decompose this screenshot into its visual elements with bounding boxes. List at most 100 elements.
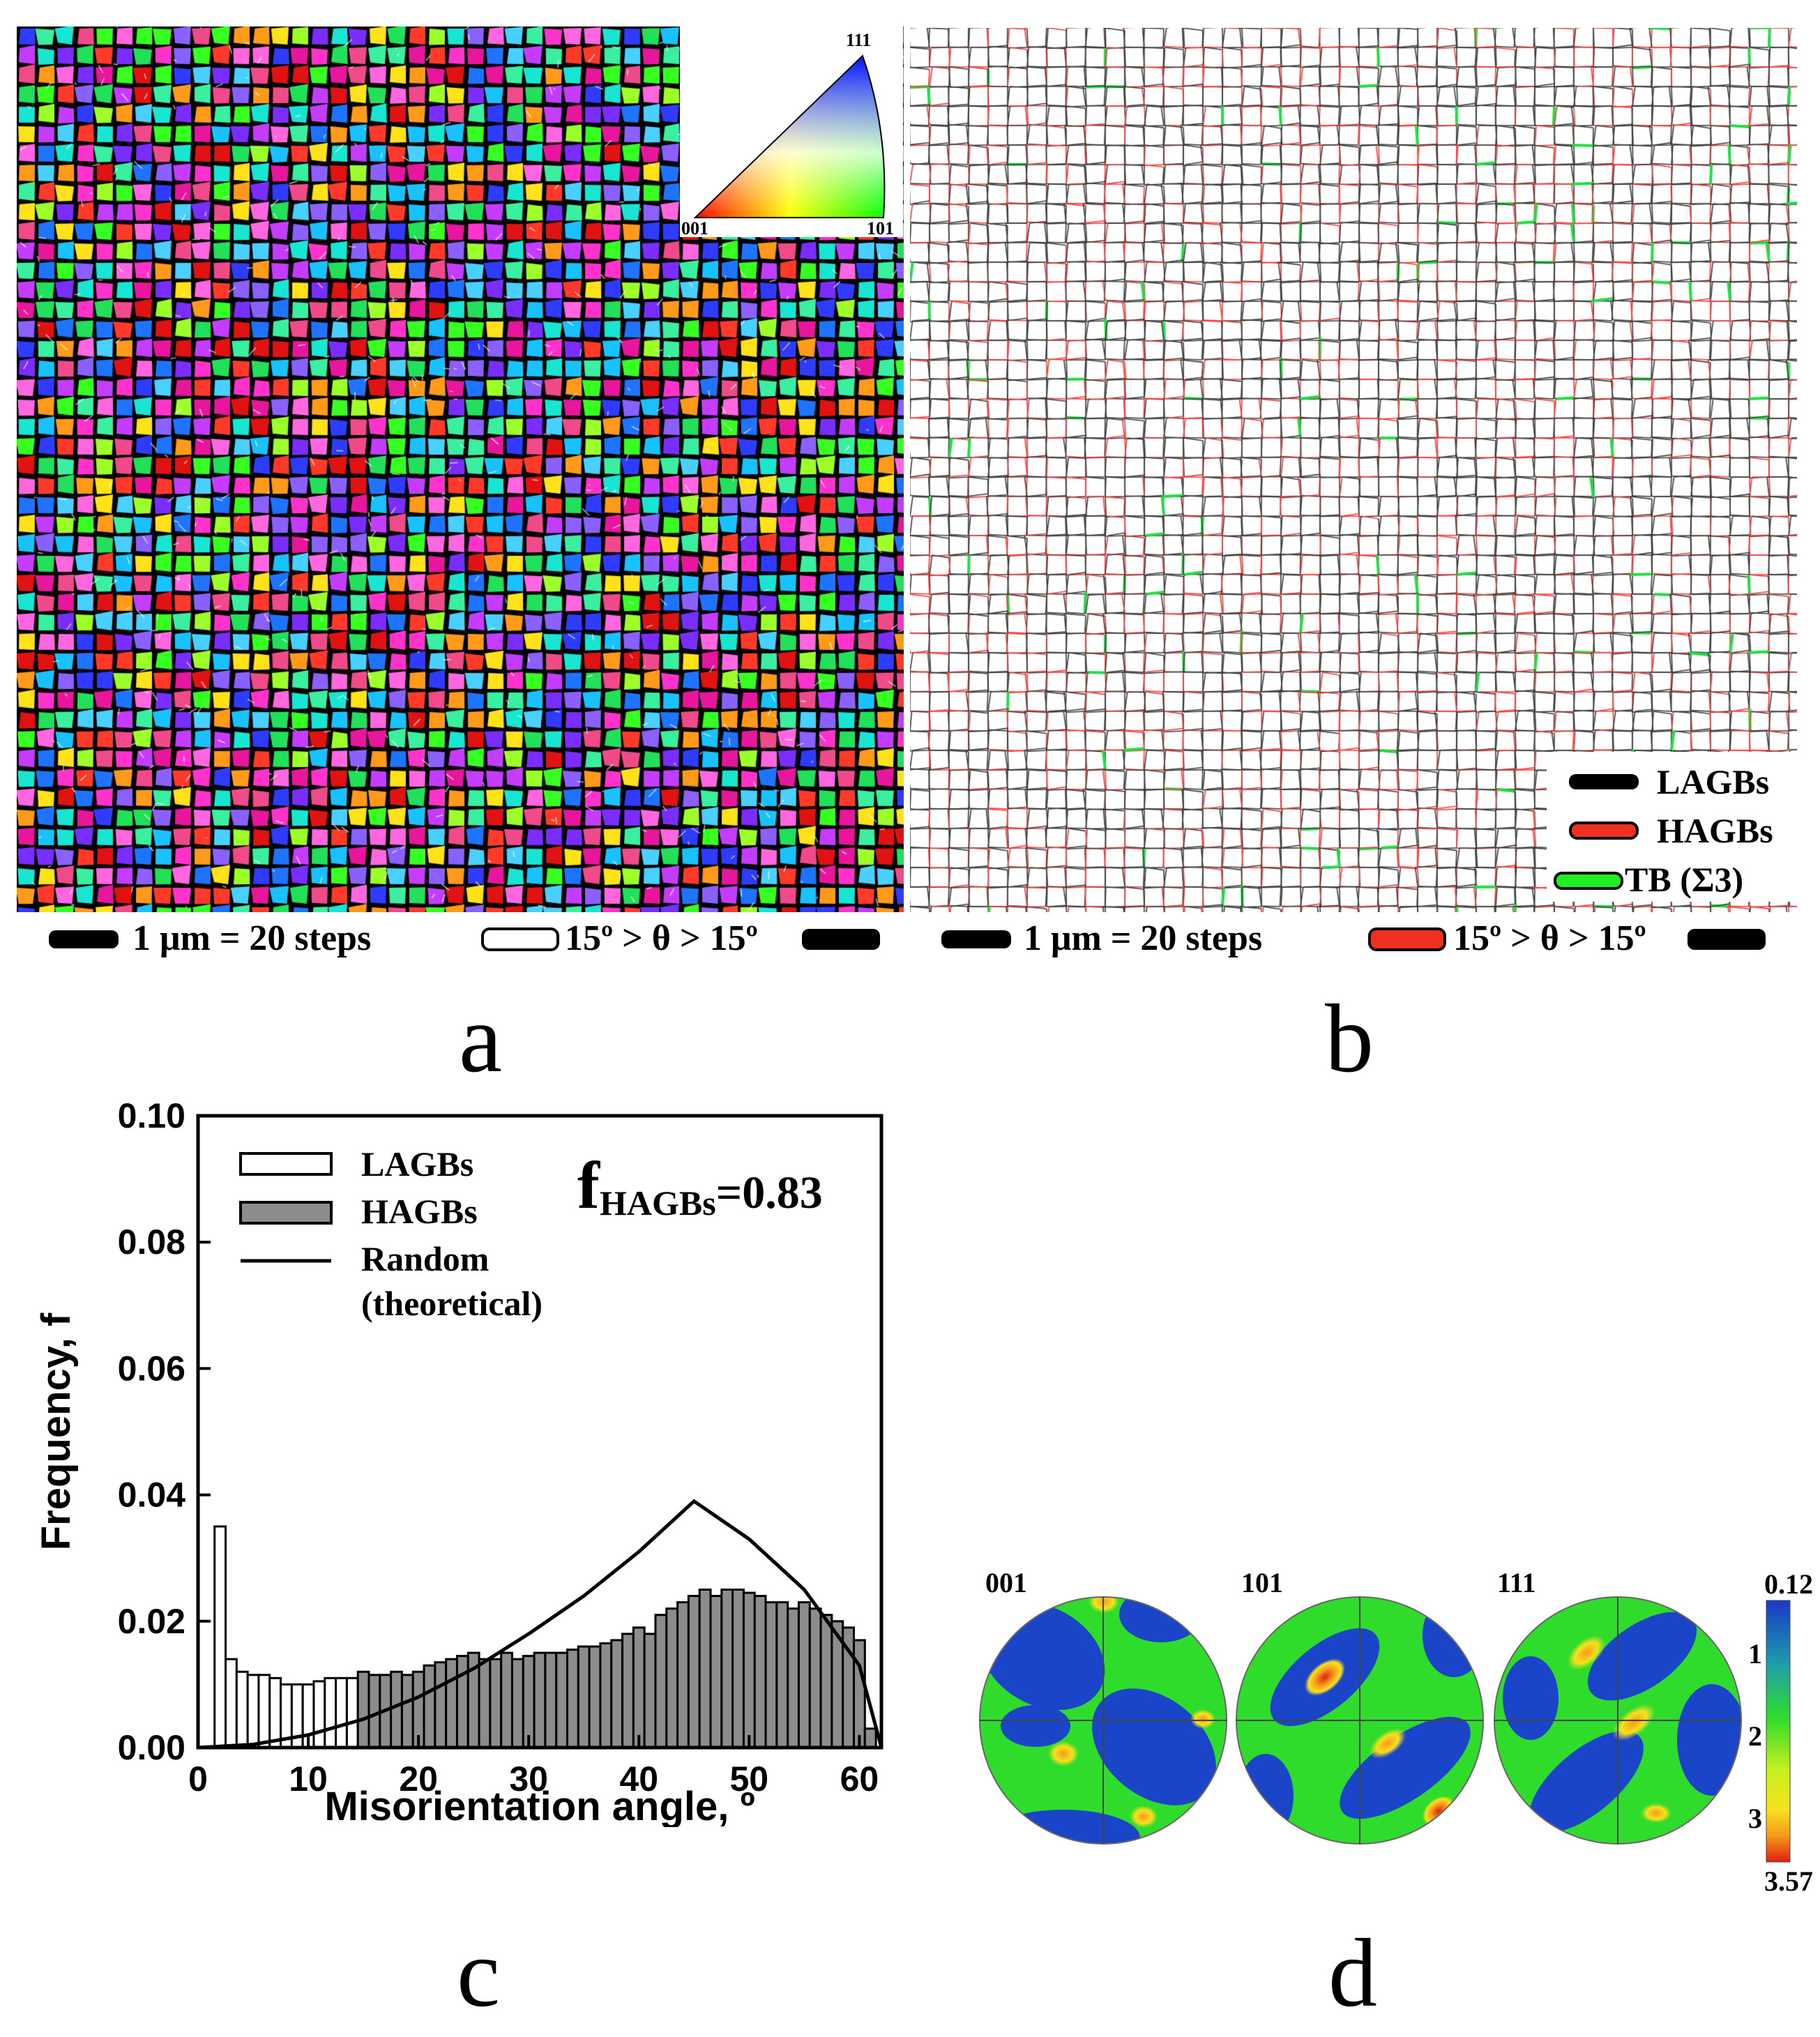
hagbs-bar (533, 1651, 547, 1749)
random-theoretical-curve (197, 1499, 884, 1750)
boundary-swatch-red-b (1368, 927, 1446, 951)
lagbs-bar (335, 1676, 348, 1749)
panel-letter-d: d (1328, 1919, 1377, 2027)
lagbs-bar (345, 1676, 359, 1749)
y-tick-label: 0.00 (118, 1728, 185, 1767)
pole-figures-svg: 001 101 111 0.12 1 2 3 3.57 (979, 1567, 1813, 1897)
hagbs-bar (687, 1595, 701, 1749)
hagbs-bar (489, 1658, 503, 1749)
legend-label-tb: TB (Σ3) (1625, 860, 1744, 899)
lagbs-bar (268, 1676, 282, 1749)
fraction-annotation: fHAGBs=0.83 (577, 1148, 823, 1222)
hagbs-bar (797, 1601, 811, 1749)
misorientation-histogram: 0 10 20 30 40 50 60 0.00 0.02 0.04 0.06 0.08 0.10 M… (0, 1088, 907, 1829)
hagbs-bar (445, 1658, 458, 1749)
legend-lagbs-swatch (239, 1152, 333, 1176)
hagbs-bar (510, 1658, 524, 1749)
legend-label-hagbs: HAGBs (1657, 811, 1773, 850)
y-tick-label: 0.08 (118, 1222, 185, 1262)
lagbs-bar (257, 1674, 271, 1749)
scale-bar-b (941, 930, 1011, 948)
hagbs-bar (764, 1601, 778, 1749)
boundary-text-a: 15º > θ > 15º (565, 918, 758, 958)
hagbs-bar (478, 1658, 492, 1749)
hagbs-bar (819, 1614, 833, 1749)
fraction-symbol: f (577, 1148, 600, 1222)
ipf-color-key: 111 001 101 (680, 21, 903, 238)
panel-letter-c: c (457, 1919, 501, 2027)
legend-label-lagbs: LAGBs (1657, 762, 1770, 801)
pole-label-111: 111 (1497, 1573, 1536, 1598)
y-tick-label: 0.02 (118, 1602, 185, 1641)
hagbs-bar (566, 1649, 579, 1749)
hagbs-bar (643, 1633, 657, 1749)
hagbs-bar (555, 1651, 569, 1749)
hagbs-bar (621, 1633, 635, 1749)
x-tick-label: 20 (399, 1759, 438, 1799)
hagbs-bar (787, 1607, 800, 1749)
hagbs-bar (698, 1589, 712, 1749)
ipf-label-001: 001 (681, 218, 708, 237)
pole-label-001: 001 (985, 1573, 1027, 1598)
lagbs-bar (225, 1658, 238, 1749)
x-axis-ticks: 0 10 20 30 40 50 60 (188, 1735, 879, 1799)
hagbs-bar (852, 1639, 866, 1749)
boundary-legend: LAGBs HAGBs TB (Σ3) (1547, 752, 1803, 902)
lagbs-bar (312, 1680, 326, 1749)
colorbar-tick-1: 1 (1748, 1638, 1762, 1669)
colorbar-tick-3: 3 (1748, 1803, 1762, 1834)
hagbs-bar (500, 1651, 513, 1749)
legend-hagbs-swatch (239, 1201, 333, 1225)
legend-hagbs-label: HAGBs (361, 1192, 478, 1231)
hagbs-bar (742, 1591, 756, 1749)
hagbs-bar (731, 1589, 745, 1749)
x-tick-label: 0 (188, 1759, 208, 1799)
scale-text-b: 1 μm = 20 steps (1024, 918, 1263, 958)
pole-figure-111 (1494, 1597, 1741, 1844)
hagbs-bar (522, 1655, 536, 1749)
x-tick-label: 30 (509, 1759, 548, 1799)
scale-text-a: 1 μm = 20 steps (132, 918, 372, 958)
hagbs-bar (863, 1727, 877, 1749)
lagbs-bar (324, 1676, 338, 1749)
panel-letter-a: a (459, 985, 503, 1093)
pole-figure-101 (1236, 1597, 1483, 1844)
colorbar-label-min: 3.57 (1764, 1865, 1813, 1897)
ipf-triangle-overlay (695, 56, 885, 218)
y-tick-label: 0.10 (118, 1096, 185, 1135)
lagbs-bar (246, 1674, 260, 1749)
hagbs-bar (654, 1614, 668, 1749)
ipf-triangle-svg: 111 001 101 (681, 30, 894, 238)
ipf-triangle-outline (693, 54, 886, 218)
hagbs-bar (753, 1595, 767, 1749)
x-tick-label: 10 (289, 1759, 328, 1799)
colorbar-tick-2: 2 (1748, 1720, 1762, 1752)
legend-random-label-2: (theoretical) (361, 1284, 543, 1323)
hagbs-bar (390, 1670, 403, 1749)
boundary-swatch-black-a (802, 929, 880, 950)
y-tick-label: 0.06 (118, 1349, 185, 1388)
legend-random-label: Random (361, 1239, 489, 1278)
x-axis-label: Misorientation angle, º (324, 1784, 754, 1827)
pole-figures: 001 101 111 0.12 1 2 3 3.57 (973, 1567, 1820, 1900)
hagbs-bar (720, 1589, 734, 1749)
ipf-label-101: 101 (867, 218, 894, 237)
hagbs-bar (665, 1607, 679, 1749)
pole-figure-001 (980, 1597, 1227, 1844)
boundary-swatch-white-a (481, 927, 559, 951)
histogram-svg: 0 10 20 30 40 50 60 0.00 0.02 0.04 0.06 0.08 0.10 M… (33, 1096, 884, 1829)
hagbs-bar (400, 1674, 414, 1749)
hagbs-bar (455, 1655, 469, 1749)
boundary-text-b: 15º > θ > 15º (1453, 918, 1646, 958)
hagbs-bar (423, 1664, 437, 1749)
scale-bar-a (49, 930, 119, 948)
hagbs-bar (808, 1607, 822, 1749)
colorbar-label-max: 0.12 (1764, 1573, 1813, 1600)
x-tick-label: 40 (619, 1759, 658, 1799)
boundary-swatch-black-b (1688, 929, 1766, 950)
hagbs-bar (588, 1645, 602, 1749)
hagbs-bar (599, 1642, 613, 1749)
legend-lagbs-label: LAGBs (361, 1144, 473, 1183)
legend-swatch-lagbs (1569, 774, 1639, 789)
fraction-value: =0.83 (716, 1167, 823, 1218)
